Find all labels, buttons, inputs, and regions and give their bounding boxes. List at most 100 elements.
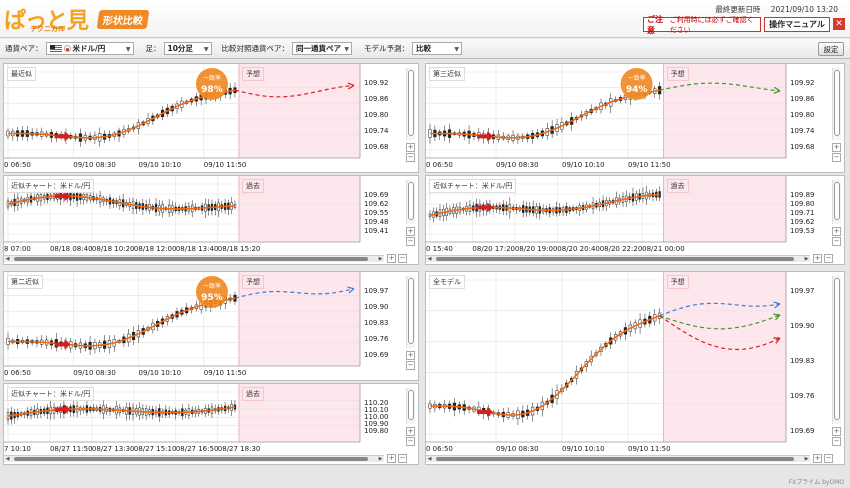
scroll-thumb[interactable]	[14, 457, 368, 461]
horizontal-scrollbar[interactable]: ◀ ▶	[426, 455, 810, 462]
jp-flag-icon	[63, 45, 71, 52]
forecast-region	[238, 384, 360, 442]
chart-panel-third: 109.92 109.86 109.80 109.74 109.68 0 06:50 09/…	[425, 63, 845, 173]
settings-button[interactable]: 設定	[818, 42, 844, 56]
zoom-out-icon[interactable]: −	[832, 437, 841, 446]
vertical-scrollbar[interactable]	[832, 68, 841, 140]
start-arrow-icon	[477, 202, 494, 213]
zoom-out-icon[interactable]: −	[832, 237, 841, 246]
y-tick-label: 110.20	[364, 399, 389, 407]
x-tick-label: 0 06:50	[4, 369, 31, 377]
past-label: 過去	[241, 387, 264, 401]
y-tick-label: 109.62	[364, 200, 389, 208]
zoom-in-icon[interactable]: +	[832, 427, 841, 436]
y-tick-label: 109.90	[364, 303, 389, 311]
scroll-left-icon[interactable]: ◀	[427, 256, 432, 262]
scroll-thumb[interactable]	[14, 257, 368, 261]
scroll-right-icon[interactable]: ▶	[804, 456, 809, 462]
zoom-in-icon[interactable]: +	[406, 227, 415, 236]
zoom-out-icon[interactable]: −	[406, 153, 415, 162]
vertical-scrollbar[interactable]	[406, 68, 415, 140]
model-select[interactable]: 比較 ▼	[412, 42, 462, 55]
x-tick-label: 08/18 13:40	[176, 245, 219, 253]
compare-value: 同一通貨ペア	[296, 44, 341, 53]
horizontal-scrollbar[interactable]: ◀ ▶	[4, 455, 384, 462]
start-arrow-icon	[477, 407, 494, 418]
y-tick-label: 109.80	[790, 111, 815, 119]
zoom-in-icon[interactable]: +	[813, 454, 822, 463]
zoom-in-icon[interactable]: +	[387, 254, 396, 263]
chart-panel-closest-history: 109.69 109.62 109.55 109.48 109.41 8 07:00 08/…	[3, 175, 419, 265]
zoom-out-icon[interactable]: −	[824, 454, 833, 463]
y-tick-label: 109.86	[364, 95, 389, 103]
scroll-thumb[interactable]	[408, 390, 414, 420]
y-tick-label: 109.86	[790, 95, 815, 103]
zoom-out-icon[interactable]: −	[406, 361, 415, 370]
scroll-right-icon[interactable]: ▶	[378, 456, 383, 462]
x-tick-label: 0 06:50	[426, 161, 453, 169]
updated-value: 2021/09/10 13:20	[770, 5, 838, 14]
x-tick-label: 08/20 22:20	[600, 245, 643, 253]
compare-select[interactable]: 同一通貨ペア ▼	[292, 42, 352, 55]
zoom-in-icon[interactable]: +	[406, 143, 415, 152]
y-tick-label: 109.83	[790, 357, 815, 365]
zoom-out-icon[interactable]: −	[406, 437, 415, 446]
vertical-scrollbar[interactable]	[832, 180, 841, 224]
scroll-thumb[interactable]	[436, 257, 794, 261]
forecast-arrow-icon	[773, 337, 781, 344]
x-tick-label: 09/10 11:50	[628, 161, 671, 169]
zoom-in-icon[interactable]: +	[387, 454, 396, 463]
manual-button[interactable]: 操作マニュアル	[764, 17, 830, 32]
vertical-scrollbar[interactable]	[406, 388, 415, 424]
trend-line	[430, 89, 660, 139]
scroll-thumb[interactable]	[834, 278, 840, 420]
x-tick-label: 09/10 10:10	[139, 369, 182, 377]
zoom-in-icon[interactable]: +	[406, 351, 415, 360]
x-tick-label: 0 06:50	[4, 161, 31, 169]
zoom-out-icon[interactable]: −	[406, 237, 415, 246]
scroll-left-icon[interactable]: ◀	[5, 456, 10, 462]
y-tick-label: 109.97	[364, 287, 389, 295]
zoom-in-icon[interactable]: +	[832, 143, 841, 152]
y-tick-label: 109.80	[790, 200, 815, 208]
x-tick-label: 09/10 10:10	[562, 445, 605, 453]
notice-button[interactable]: ご注意 ご利用時には必ずご確認ください	[643, 15, 761, 35]
scroll-thumb[interactable]	[436, 457, 794, 461]
chevron-down-icon: ▼	[203, 46, 209, 53]
chevron-down-icon: ▼	[125, 46, 131, 53]
zoom-out-icon[interactable]: −	[832, 153, 841, 162]
forecast-region	[238, 176, 360, 242]
y-tick-label: 109.74	[364, 127, 389, 135]
pair-select[interactable]: 米ドル/円 ▼	[45, 42, 134, 55]
scroll-thumb[interactable]	[408, 182, 414, 220]
scroll-left-icon[interactable]: ◀	[427, 456, 432, 462]
zoom-in-icon[interactable]: +	[813, 254, 822, 263]
scroll-thumb[interactable]	[834, 182, 840, 220]
zoom-in-icon[interactable]: +	[406, 427, 415, 436]
horizontal-scrollbar[interactable]: ◀ ▶	[4, 255, 384, 262]
scroll-left-icon[interactable]: ◀	[5, 256, 10, 262]
y-tick-label: 109.89	[790, 191, 815, 199]
scroll-right-icon[interactable]: ▶	[804, 256, 809, 262]
zoom-out-icon[interactable]: −	[398, 454, 407, 463]
scroll-thumb[interactable]	[408, 278, 414, 344]
scroll-thumb[interactable]	[834, 70, 840, 136]
past-label: 過去	[666, 179, 689, 193]
zoom-out-icon[interactable]: −	[398, 254, 407, 263]
zoom-in-icon[interactable]: +	[832, 227, 841, 236]
vertical-scrollbar[interactable]	[406, 180, 415, 224]
scroll-right-icon[interactable]: ▶	[378, 256, 383, 262]
chart-panel-all-models: 109.97 109.90 109.83 109.76 109.69 0 06:50 09/…	[425, 271, 845, 465]
forecast-line	[659, 302, 781, 317]
app-logo: ぱっと見 テクニカル 形状比較	[4, 3, 150, 35]
vertical-scrollbar[interactable]	[832, 276, 841, 424]
start-arrow-icon	[54, 339, 71, 350]
horizontal-scrollbar[interactable]: ◀ ▶	[426, 255, 810, 262]
close-icon[interactable]: ✕	[833, 18, 845, 30]
forecast-region	[663, 272, 786, 442]
scroll-thumb[interactable]	[408, 70, 414, 136]
zoom-out-icon[interactable]: −	[824, 254, 833, 263]
bar-select[interactable]: 10分足 ▼	[163, 42, 212, 55]
vertical-scrollbar[interactable]	[406, 276, 415, 348]
